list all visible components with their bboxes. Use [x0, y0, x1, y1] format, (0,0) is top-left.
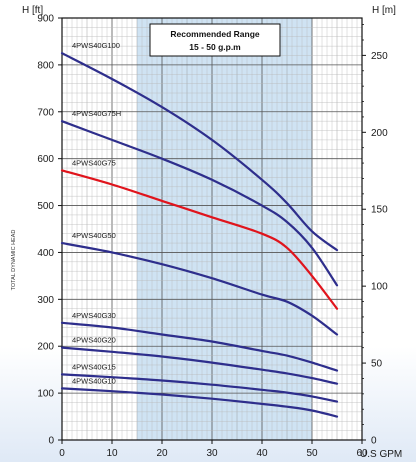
y-left-tick-label: 800: [37, 60, 54, 71]
x-tick-label: 40: [256, 448, 268, 459]
y-right-tick-label: 50: [371, 359, 383, 370]
y-left-tick-label: 300: [37, 295, 54, 306]
series-line-1: [60, 120, 339, 287]
series-label-0: 4PWS40G100: [72, 41, 120, 50]
series-label-6: 4PWS40G15: [72, 362, 116, 371]
x-tick-label: 20: [156, 448, 168, 459]
y-left-tick-label: 200: [37, 342, 54, 353]
series-line-0: [60, 52, 339, 252]
y-left-tick-label: 100: [37, 389, 54, 400]
recommended-range-subtitle: 15 - 50 g.p.m: [189, 42, 241, 52]
y-right-tick-label: 0: [371, 436, 377, 447]
series-label-7: 4PWS40G10: [72, 376, 116, 385]
series-line-7: [60, 387, 339, 418]
y-left-tick-label: 500: [37, 201, 54, 212]
y-axis-title: TOTAL DYNAMIC HEAD: [11, 230, 17, 291]
series-label-5: 4PWS40G20: [72, 336, 116, 345]
y-right-axis-label: H [m]: [372, 5, 396, 16]
y-left-axis-label: H [ft]: [22, 5, 43, 16]
x-tick-label: 30: [206, 448, 218, 459]
y-right-tick-label: 250: [371, 51, 388, 62]
y-right-tick-label: 200: [371, 128, 388, 139]
y-right-tick-label: 100: [371, 282, 388, 293]
series-line-3: [60, 242, 339, 336]
series-line-5: [60, 346, 339, 385]
series-line-4: [60, 321, 339, 372]
x-tick-label: 60: [356, 448, 368, 459]
x-tick-label: 0: [59, 448, 65, 459]
y-left-tick-label: 600: [37, 154, 54, 165]
y-right-tick-label: 150: [371, 205, 388, 216]
x-tick-label: 10: [106, 448, 118, 459]
series-label-2: 4PWS40G75: [72, 158, 116, 167]
y-left-tick-label: 700: [37, 107, 54, 118]
x-tick-label: 50: [306, 448, 318, 459]
y-left-tick-label: 400: [37, 248, 54, 259]
series-line-2: [60, 169, 339, 310]
recommended-range-band: [137, 18, 312, 440]
series-label-1: 4PWS40G75H: [72, 109, 121, 118]
y-left-tick-label: 0: [48, 436, 54, 447]
series-line-6: [60, 373, 339, 403]
recommended-range-title: Recommended Range: [170, 29, 260, 39]
series-label-3: 4PWS40G50: [72, 231, 116, 240]
y-left-tick-label: 900: [37, 14, 54, 25]
x-axis-unit-label: U.S GPM: [360, 449, 402, 460]
recommended-range-box: Recommended Range 15 - 50 g.p.m: [149, 23, 281, 57]
series-label-4: 4PWS40G30: [72, 311, 116, 320]
